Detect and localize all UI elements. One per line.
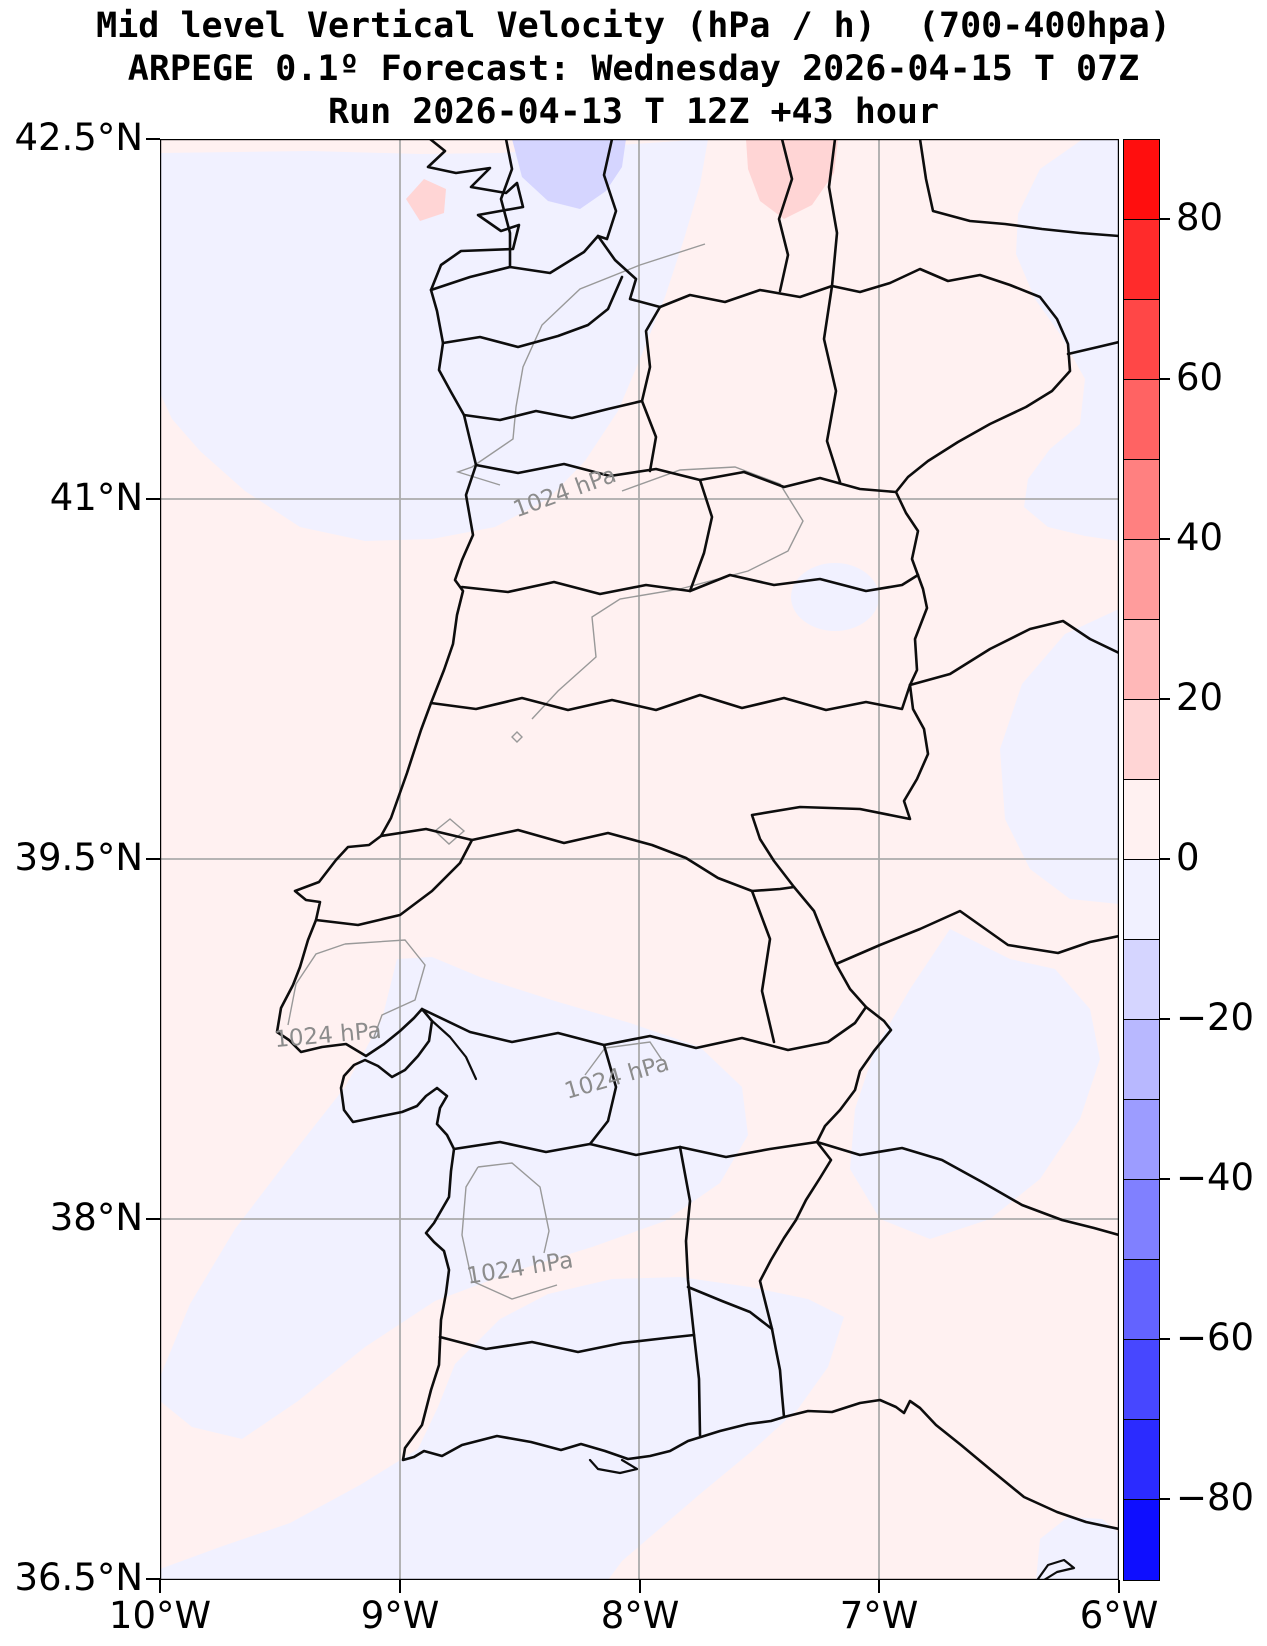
lon-tick-label: 10°W xyxy=(108,1594,212,1637)
colorbar-segment xyxy=(1124,460,1159,540)
colorbar-segment xyxy=(1124,700,1159,780)
colorbar-tick-label: −80 xyxy=(1176,1476,1255,1519)
coastline xyxy=(275,139,1119,1531)
colorbar-tick-mark xyxy=(1159,218,1170,221)
colorbar-segment xyxy=(1124,540,1159,620)
colorbar-tick-mark xyxy=(1159,1498,1170,1501)
lat-tick-mark xyxy=(146,498,160,501)
colorbar-segment xyxy=(1124,1340,1159,1420)
colorbar-tick-mark xyxy=(1159,378,1170,381)
lat-tick-label: 39.5°N xyxy=(14,836,143,879)
lon-tick-mark xyxy=(159,1580,162,1593)
lat-tick-mark xyxy=(146,1578,160,1581)
lon-tick-label: 9°W xyxy=(360,1594,440,1637)
colorbar-segment xyxy=(1124,1420,1159,1500)
title-line-2: ARPEGE 0.1º Forecast: Wednesday 2026-04-… xyxy=(127,49,1140,89)
colorbar-tick-mark xyxy=(1159,698,1170,701)
colorbar-tick-label: 60 xyxy=(1176,356,1224,399)
cadiz-spit xyxy=(1036,1558,1076,1580)
colorbar-segment xyxy=(1124,1020,1159,1100)
field-negative-patches xyxy=(160,139,1119,1580)
colorbar-segment xyxy=(1124,140,1159,220)
colorbar-tick-mark xyxy=(1159,1338,1170,1341)
lon-tick-mark xyxy=(399,1580,402,1593)
colorbar-tick-mark xyxy=(1159,538,1170,541)
colorbar-segment xyxy=(1124,860,1159,940)
isobar-contours xyxy=(287,243,804,1300)
colorbar-tick-label: −40 xyxy=(1176,1156,1255,1199)
coast-and-borders xyxy=(275,139,1119,1580)
colorbar-segment xyxy=(1124,1500,1159,1580)
lon-tick-label: 7°W xyxy=(839,1594,919,1637)
colorbar-segment xyxy=(1124,380,1159,460)
colorbar-segment xyxy=(1124,620,1159,700)
lon-tick-mark xyxy=(639,1580,642,1593)
colorbar-tick-mark xyxy=(1159,1018,1170,1021)
lon-tick-label: 6°W xyxy=(1079,1594,1159,1637)
tagus-river xyxy=(428,1017,478,1081)
map-canvas: 1024 hPa 1024 hPa 1024 hPa 1024 hPa xyxy=(160,139,1119,1580)
colorbar xyxy=(1123,139,1160,1581)
colorbar-segment xyxy=(1124,220,1159,300)
title-line-3: Run 2026-04-13 T 12Z +43 hour xyxy=(327,92,940,132)
spanish-province-boundaries xyxy=(499,139,1119,1237)
lon-tick-label: 8°W xyxy=(600,1594,680,1637)
district-boundaries xyxy=(314,139,920,1437)
colorbar-segment xyxy=(1124,1180,1159,1260)
colorbar-tick-mark xyxy=(1159,1178,1170,1181)
colorbar-segment xyxy=(1124,940,1159,1020)
figure-title: Mid level Vertical Velocity (hPa / h) (7… xyxy=(0,5,1267,134)
pt-es-border xyxy=(429,234,1072,1419)
lat-tick-mark xyxy=(146,858,160,861)
colorbar-tick-label: −60 xyxy=(1176,1316,1255,1359)
lat-tick-label: 41°N xyxy=(49,476,143,519)
lat-tick-label: 42.5°N xyxy=(14,116,143,159)
lon-tick-mark xyxy=(878,1580,881,1593)
colorbar-segment xyxy=(1124,780,1159,860)
colorbar-segment xyxy=(1124,1260,1159,1340)
colorbar-tick-mark xyxy=(1159,858,1170,861)
title-line-1: Mid level Vertical Velocity (hPa / h) (7… xyxy=(96,6,1171,46)
colorbar-tick-label: −20 xyxy=(1176,996,1255,1039)
lat-tick-mark xyxy=(146,138,160,141)
field-neg-10-20-patch xyxy=(512,139,626,209)
colorbar-tick-label: 0 xyxy=(1176,836,1200,879)
velocity-map: 1024 hPa 1024 hPa 1024 hPa 1024 hPa xyxy=(160,139,1119,1580)
lon-tick-mark xyxy=(1118,1580,1121,1593)
colorbar-tick-label: 40 xyxy=(1176,516,1224,559)
colorbar-tick-label: 80 xyxy=(1176,196,1224,239)
colorbar-segment xyxy=(1124,300,1159,380)
colorbar-segment xyxy=(1124,1100,1159,1180)
lat-tick-label: 38°N xyxy=(49,1196,143,1239)
lat-tick-mark xyxy=(146,1218,160,1221)
colorbar-tick-label: 20 xyxy=(1176,676,1224,719)
ria-formosa-spit xyxy=(588,1458,639,1475)
lat-tick-label: 36.5°N xyxy=(14,1556,143,1599)
